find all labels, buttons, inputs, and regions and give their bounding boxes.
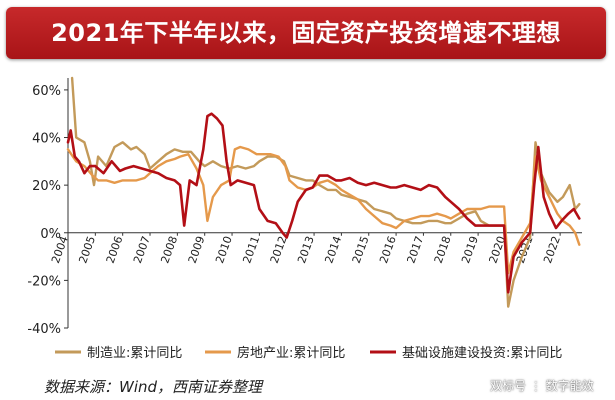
x-tick-label: 2014 xyxy=(322,234,344,265)
y-tick-label: -20% xyxy=(27,274,61,289)
x-tick-label: 2011 xyxy=(240,234,262,265)
y-tick-label: 40% xyxy=(32,132,61,147)
legend-label-2: 房地产业:累计同比 xyxy=(237,345,345,361)
x-tick-label: 2012 xyxy=(268,234,290,265)
x-tick-label: 2022 xyxy=(541,234,563,265)
x-tick-label: 2016 xyxy=(377,234,399,265)
x-tick-label: 2019 xyxy=(459,234,481,265)
x-tick-label: 2006 xyxy=(104,234,126,265)
series-line-3 xyxy=(66,112,581,294)
title-banner: 2021年下半年以来，固定资产投资增速不理想 xyxy=(6,7,606,59)
x-tick-label: 2009 xyxy=(186,234,208,265)
y-tick-label: 0% xyxy=(40,227,61,242)
x-tick-label: 2010 xyxy=(213,234,235,265)
data-source-note: 数据来源：Wind，西南证券整理 xyxy=(44,378,263,396)
y-tick-label: 60% xyxy=(32,84,61,99)
x-tick-label: 2013 xyxy=(295,234,317,265)
line-chart: -40%-20%0%20%40%60%2004 2005 2006 2007 2008 2… xyxy=(27,76,582,361)
watermark-text: 双标号 ⋮ 数字能效 xyxy=(490,379,594,393)
x-tick-label: 2007 xyxy=(131,234,153,265)
x-tick-label: 2017 xyxy=(404,234,426,265)
legend-label-1: 制造业:累计同比 xyxy=(87,346,182,361)
y-tick-label: -40% xyxy=(27,322,61,337)
x-tick-label: 2005 xyxy=(76,234,98,265)
legend-label-3: 基础设施建设投资:累计同比 xyxy=(402,345,562,361)
x-tick-label: 2015 xyxy=(350,234,372,265)
series-line-1 xyxy=(70,76,581,308)
series-line-2 xyxy=(66,145,581,275)
chart-title: 2021年下半年以来，固定资产投资增速不理想 xyxy=(51,19,561,47)
x-tick-label: 2018 xyxy=(432,234,454,265)
y-tick-label: 20% xyxy=(32,179,61,194)
x-tick-label: 2008 xyxy=(158,234,180,265)
